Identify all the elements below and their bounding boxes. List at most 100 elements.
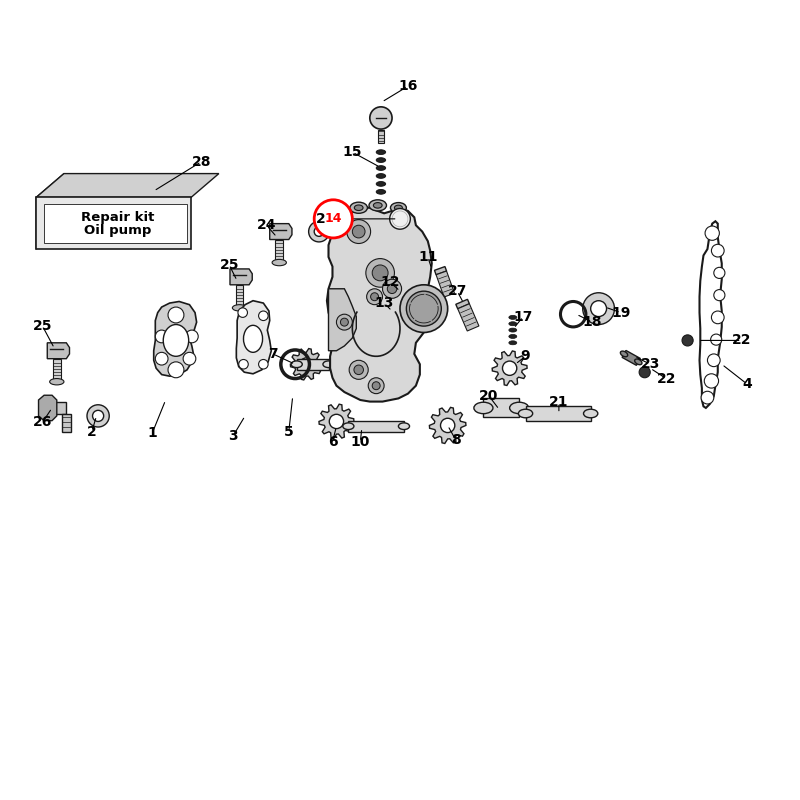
Circle shape	[366, 289, 382, 305]
Text: 2: 2	[87, 425, 97, 438]
Ellipse shape	[323, 361, 334, 367]
Text: 6: 6	[328, 435, 338, 449]
Circle shape	[372, 382, 380, 390]
Circle shape	[704, 374, 718, 388]
Polygon shape	[378, 130, 384, 142]
Text: Oil pump: Oil pump	[84, 225, 151, 238]
Ellipse shape	[354, 205, 363, 210]
Circle shape	[390, 301, 410, 322]
Circle shape	[258, 311, 268, 321]
Ellipse shape	[376, 174, 386, 178]
Polygon shape	[38, 395, 57, 421]
Circle shape	[714, 290, 725, 301]
Circle shape	[314, 200, 352, 238]
Polygon shape	[327, 208, 432, 402]
Ellipse shape	[376, 158, 386, 162]
Circle shape	[402, 280, 423, 301]
Circle shape	[368, 378, 384, 394]
Circle shape	[366, 258, 394, 287]
Circle shape	[710, 334, 722, 345]
Polygon shape	[436, 271, 454, 297]
Circle shape	[639, 366, 650, 378]
Text: 3: 3	[228, 429, 238, 442]
Text: 9: 9	[521, 350, 530, 363]
Circle shape	[390, 209, 410, 229]
Polygon shape	[36, 174, 64, 249]
Text: 22: 22	[656, 371, 676, 386]
Polygon shape	[38, 402, 66, 414]
Circle shape	[93, 410, 104, 422]
Circle shape	[682, 335, 693, 346]
Polygon shape	[47, 342, 70, 358]
Polygon shape	[434, 266, 446, 274]
Polygon shape	[154, 302, 197, 376]
Circle shape	[711, 244, 724, 257]
Polygon shape	[348, 421, 404, 432]
Text: 24: 24	[257, 218, 276, 232]
Ellipse shape	[291, 361, 302, 367]
Circle shape	[155, 352, 168, 365]
Ellipse shape	[518, 410, 533, 418]
Ellipse shape	[163, 325, 189, 356]
Circle shape	[387, 284, 397, 294]
Polygon shape	[319, 404, 354, 438]
Polygon shape	[492, 351, 527, 386]
Polygon shape	[297, 358, 329, 370]
Circle shape	[354, 365, 363, 374]
Circle shape	[711, 311, 724, 324]
Text: 19: 19	[611, 306, 630, 320]
Text: 11: 11	[418, 250, 438, 264]
Circle shape	[370, 293, 378, 301]
Circle shape	[370, 107, 392, 129]
Text: 21: 21	[549, 395, 569, 410]
Circle shape	[400, 285, 448, 333]
Ellipse shape	[509, 315, 517, 319]
Polygon shape	[44, 204, 187, 242]
Text: 1: 1	[147, 426, 157, 440]
Circle shape	[701, 391, 714, 404]
Ellipse shape	[583, 410, 598, 418]
Circle shape	[186, 330, 198, 342]
Polygon shape	[53, 358, 61, 381]
Ellipse shape	[350, 202, 367, 214]
Circle shape	[168, 362, 184, 378]
Ellipse shape	[509, 328, 517, 332]
Text: 26: 26	[33, 415, 52, 430]
Text: 10: 10	[350, 435, 370, 449]
Ellipse shape	[509, 322, 517, 326]
Text: 23: 23	[641, 358, 660, 371]
Polygon shape	[430, 407, 466, 443]
Ellipse shape	[394, 205, 402, 210]
Polygon shape	[36, 174, 219, 198]
Circle shape	[155, 330, 168, 342]
Circle shape	[714, 267, 725, 278]
Text: 16: 16	[398, 79, 418, 93]
Circle shape	[300, 358, 313, 370]
Circle shape	[168, 307, 184, 323]
Ellipse shape	[374, 202, 382, 208]
Text: 7: 7	[268, 347, 278, 361]
Polygon shape	[329, 289, 356, 350]
Text: 17: 17	[514, 310, 533, 323]
Polygon shape	[270, 224, 292, 239]
Circle shape	[502, 361, 517, 375]
Circle shape	[590, 301, 606, 317]
Ellipse shape	[509, 341, 517, 345]
Circle shape	[408, 286, 418, 295]
Ellipse shape	[474, 402, 493, 414]
Circle shape	[87, 405, 110, 427]
Polygon shape	[622, 350, 640, 366]
Ellipse shape	[376, 150, 386, 154]
Circle shape	[341, 318, 348, 326]
Circle shape	[406, 291, 442, 326]
Ellipse shape	[376, 182, 386, 186]
Polygon shape	[483, 398, 519, 418]
Ellipse shape	[232, 305, 246, 311]
Polygon shape	[458, 304, 479, 331]
Text: 28: 28	[192, 154, 211, 169]
Text: 15: 15	[342, 145, 362, 159]
Circle shape	[346, 220, 370, 243]
Circle shape	[382, 279, 402, 298]
Ellipse shape	[398, 423, 410, 430]
Circle shape	[705, 226, 719, 240]
